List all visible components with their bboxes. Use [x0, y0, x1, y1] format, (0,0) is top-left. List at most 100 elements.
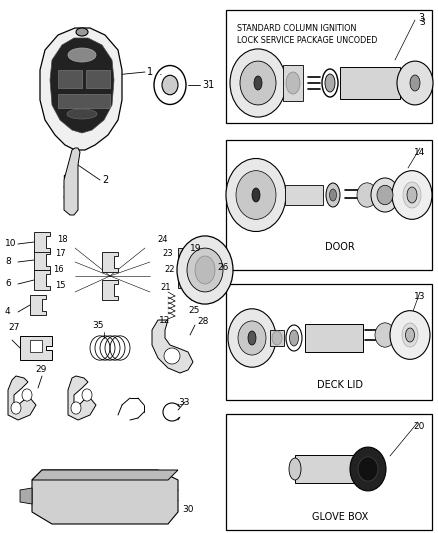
Circle shape	[11, 402, 21, 414]
Polygon shape	[20, 336, 52, 360]
Bar	[226, 284, 432, 400]
Circle shape	[377, 185, 393, 205]
Ellipse shape	[272, 331, 282, 345]
Circle shape	[177, 236, 233, 304]
Polygon shape	[152, 320, 193, 373]
Ellipse shape	[403, 182, 421, 208]
Bar	[305, 324, 363, 352]
Text: 35: 35	[92, 321, 104, 330]
Text: DECK LID: DECK LID	[317, 380, 363, 390]
Polygon shape	[34, 270, 50, 290]
Circle shape	[226, 158, 286, 231]
Bar	[283, 65, 303, 101]
Circle shape	[22, 389, 32, 401]
Bar	[58, 70, 82, 88]
Ellipse shape	[252, 188, 260, 202]
Ellipse shape	[254, 76, 262, 90]
Text: 25: 25	[188, 306, 199, 315]
Ellipse shape	[188, 289, 206, 301]
Circle shape	[397, 61, 433, 105]
Polygon shape	[8, 376, 36, 420]
Text: 2: 2	[102, 175, 108, 185]
Ellipse shape	[289, 458, 301, 480]
Ellipse shape	[286, 72, 300, 94]
Text: 1  .: 1 .	[147, 67, 162, 77]
Text: 28: 28	[197, 318, 208, 327]
Polygon shape	[64, 148, 80, 215]
Polygon shape	[34, 232, 50, 252]
Polygon shape	[32, 470, 178, 480]
Text: 3: 3	[419, 18, 425, 27]
Circle shape	[375, 323, 395, 347]
Circle shape	[187, 248, 223, 292]
Ellipse shape	[195, 256, 215, 284]
Ellipse shape	[407, 187, 417, 203]
Polygon shape	[102, 252, 118, 272]
Text: DOOR: DOOR	[325, 242, 355, 252]
Text: 29: 29	[35, 365, 46, 374]
Text: 15: 15	[56, 281, 66, 290]
Circle shape	[236, 171, 276, 220]
Text: 23: 23	[162, 249, 173, 259]
Circle shape	[71, 402, 81, 414]
Ellipse shape	[326, 183, 340, 207]
Text: 20: 20	[413, 422, 425, 431]
Text: LOCK SERVICE PACKAGE UNCODED: LOCK SERVICE PACKAGE UNCODED	[237, 36, 378, 45]
Text: 26: 26	[217, 263, 228, 272]
Circle shape	[371, 178, 399, 212]
Text: 13: 13	[413, 292, 425, 301]
Ellipse shape	[76, 28, 88, 36]
Text: 30: 30	[182, 505, 194, 514]
Text: 31: 31	[202, 80, 214, 90]
Bar	[226, 10, 432, 123]
Polygon shape	[40, 28, 122, 150]
Ellipse shape	[406, 328, 414, 342]
Bar	[340, 67, 400, 99]
Text: 10: 10	[5, 239, 17, 248]
Circle shape	[82, 389, 92, 401]
Text: 33: 33	[178, 398, 190, 407]
Bar	[285, 185, 323, 205]
Ellipse shape	[67, 109, 97, 119]
Circle shape	[350, 447, 386, 491]
Ellipse shape	[325, 74, 335, 92]
Bar	[30, 340, 42, 352]
Ellipse shape	[402, 323, 418, 347]
Circle shape	[154, 66, 186, 104]
Polygon shape	[20, 488, 32, 504]
Ellipse shape	[164, 348, 180, 364]
Circle shape	[238, 321, 266, 355]
Text: 14: 14	[413, 148, 425, 157]
Text: 27: 27	[8, 323, 19, 332]
Text: 4: 4	[5, 308, 11, 317]
Circle shape	[390, 311, 430, 359]
Text: STANDARD COLUMN IGNITION: STANDARD COLUMN IGNITION	[237, 24, 357, 33]
Text: 18: 18	[57, 236, 68, 245]
Bar	[226, 140, 432, 270]
Text: GLOVE BOX: GLOVE BOX	[312, 512, 368, 522]
Ellipse shape	[290, 330, 299, 346]
Text: 19: 19	[190, 244, 201, 253]
Circle shape	[240, 61, 276, 105]
Text: 16: 16	[53, 265, 64, 274]
Bar	[86, 70, 110, 88]
Ellipse shape	[410, 75, 420, 91]
Polygon shape	[102, 280, 118, 300]
Ellipse shape	[329, 189, 336, 201]
Bar	[270, 330, 284, 346]
Polygon shape	[68, 376, 96, 420]
Text: 17: 17	[55, 249, 66, 259]
Text: 6: 6	[5, 279, 11, 288]
Circle shape	[230, 49, 286, 117]
Circle shape	[162, 75, 178, 95]
Text: 3: 3	[418, 13, 424, 23]
Bar	[226, 414, 432, 530]
Polygon shape	[30, 295, 46, 315]
Circle shape	[228, 309, 276, 367]
Bar	[295, 455, 357, 483]
Polygon shape	[34, 250, 50, 270]
Bar	[58, 94, 110, 108]
Circle shape	[357, 183, 377, 207]
Text: 8: 8	[5, 257, 11, 266]
Text: 24: 24	[157, 236, 167, 245]
